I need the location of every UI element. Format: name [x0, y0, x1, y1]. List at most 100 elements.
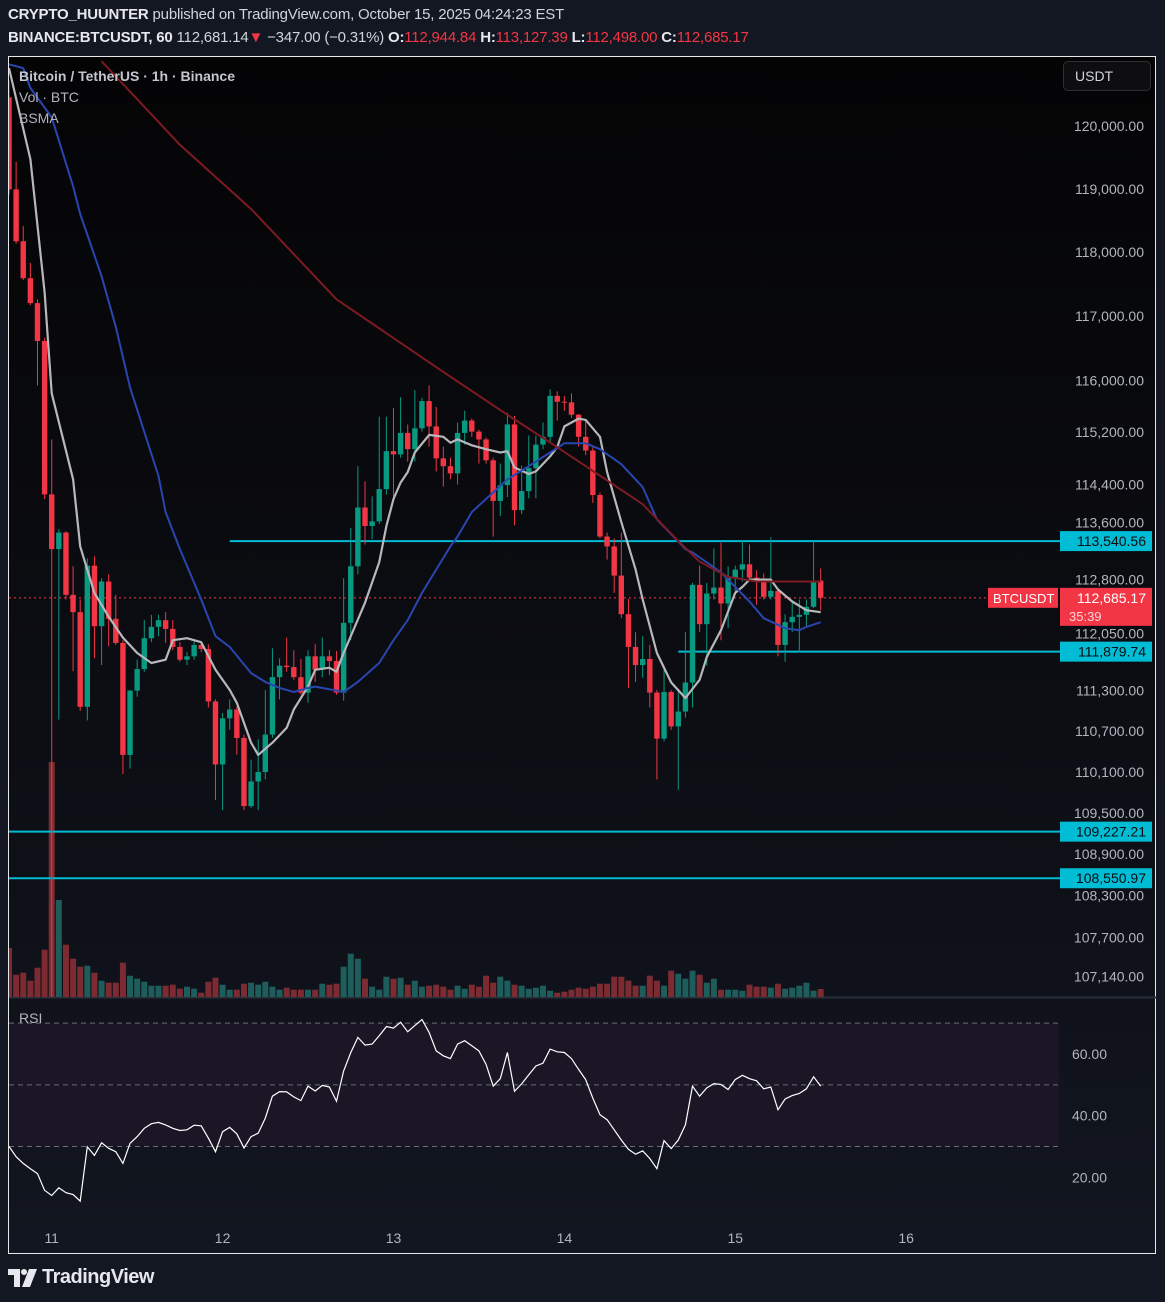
candle-down: [13, 189, 19, 242]
candle-up: [305, 656, 311, 693]
last-price-text: 112,685.17: [1077, 590, 1146, 606]
candle-up: [526, 468, 532, 492]
author-name[interactable]: CRYPTO_HUUNTER: [8, 6, 149, 23]
candle-up: [141, 638, 147, 670]
candle-up: [768, 590, 774, 597]
volume-bar: [796, 985, 803, 997]
rsi-line-group: [9, 1018, 822, 1203]
candle-up: [661, 691, 667, 739]
close-label: C:: [661, 29, 677, 46]
candle-up: [348, 566, 354, 623]
volume-bar: [27, 980, 34, 997]
rsi-pane: 60.00 40.00 20.00: [9, 996, 1156, 1185]
volume-bar: [9, 948, 12, 997]
price-axis-label: 108,300.00: [1074, 888, 1144, 904]
candle-down: [241, 737, 247, 807]
candle-down: [775, 590, 781, 645]
candle-down: [476, 431, 482, 440]
volume-bar: [397, 977, 404, 997]
candle-up: [419, 401, 425, 429]
volume-bar: [205, 981, 212, 997]
volume-bar: [753, 986, 760, 997]
price-axis-label: 120,000.00: [1074, 118, 1144, 134]
price-axis[interactable]: 120,000.00 119,000.00 118,000.00 117,000.00…: [1074, 118, 1144, 984]
candle-down: [20, 241, 26, 279]
volume-bar: [596, 983, 603, 997]
time-axis-label: 13: [386, 1230, 402, 1246]
publish-text: published on TradingView.com, October 15…: [152, 6, 565, 23]
candle-down: [120, 642, 126, 755]
volume-bar: [119, 962, 126, 997]
price-axis-label: 115,200.00: [1075, 424, 1144, 440]
tradingview-logo[interactable]: TradingView: [8, 1266, 154, 1289]
volume-bar: [162, 985, 169, 997]
volume-bar: [554, 992, 561, 997]
candle-down: [604, 536, 610, 547]
volume-bar: [447, 989, 454, 997]
price-axis-label: 116,000.00: [1075, 372, 1144, 388]
horizontal-levels: [9, 540, 1060, 880]
candle-up: [56, 532, 62, 550]
volume-bar: [255, 984, 262, 997]
volume-bar: [532, 987, 539, 997]
volume-bar: [212, 977, 219, 997]
volume-bar: [376, 989, 383, 997]
price-axis-label: 110,100.00: [1075, 764, 1144, 780]
candle-up: [454, 432, 461, 474]
price-axis-label: 111,300.00: [1076, 683, 1144, 699]
candle-up: [148, 626, 155, 639]
candle-down: [405, 432, 411, 450]
candle-up: [732, 569, 738, 579]
candle-up: [191, 644, 197, 657]
time-axis-label: 12: [215, 1230, 231, 1246]
currency-unit-button[interactable]: USDT: [1063, 61, 1151, 91]
candle-down: [746, 564, 753, 578]
chart-title[interactable]: Bitcoin / TetherUS · 1h · Binance: [19, 68, 235, 84]
time-axis-label: 15: [727, 1230, 743, 1246]
volume-bar: [653, 980, 660, 997]
volume-bar: [127, 975, 134, 997]
last-price-tag: [1060, 587, 1152, 626]
volume-bar: [155, 985, 162, 997]
candle-down: [561, 401, 568, 403]
volume-bar: [540, 985, 546, 997]
volume-bar: [810, 990, 817, 997]
volume-bar: [675, 973, 682, 997]
volume-bar: [240, 983, 247, 997]
volume-bar: [340, 966, 347, 997]
time-axis-label: 11: [44, 1230, 59, 1246]
candle-down: [49, 494, 55, 550]
volume-bar: [84, 965, 91, 997]
rsi-legend[interactable]: RSI: [19, 1010, 43, 1026]
ma-slow-line: [100, 60, 821, 583]
open-value: 112,944.84: [404, 29, 477, 46]
time-axis[interactable]: 11 12 13 14 15 16: [44, 1230, 914, 1246]
volume-bar: [305, 989, 312, 997]
volume-bar: [269, 986, 276, 997]
volume-bar: [661, 985, 668, 997]
volume-bar: [774, 983, 781, 997]
candle-down: [170, 628, 176, 647]
volume-bar: [283, 987, 290, 997]
candle-down: [654, 692, 660, 739]
volume-bar: [404, 984, 411, 997]
indicator-legend[interactable]: BSMA: [19, 110, 59, 126]
candle-up: [533, 444, 539, 469]
candle-up: [497, 485, 503, 501]
down-arrow-icon: ▼: [248, 29, 264, 46]
volume-bar: [354, 958, 361, 997]
candle-down: [761, 578, 767, 597]
level-price-text: 109,227.21: [1076, 824, 1146, 840]
volume-bar: [383, 976, 390, 997]
volume-legend[interactable]: Vol · BTC: [19, 89, 79, 105]
candles: [9, 80, 824, 997]
level-price-text: 113,540.56: [1077, 533, 1146, 549]
volume-bar: [411, 980, 418, 997]
candle-down: [177, 646, 183, 660]
volume-bar: [105, 982, 112, 997]
candle-down: [433, 426, 439, 459]
symbol-tag-text: BTCUSDT: [993, 591, 1054, 606]
volume-bar: [233, 989, 240, 997]
candle-down: [668, 691, 674, 727]
